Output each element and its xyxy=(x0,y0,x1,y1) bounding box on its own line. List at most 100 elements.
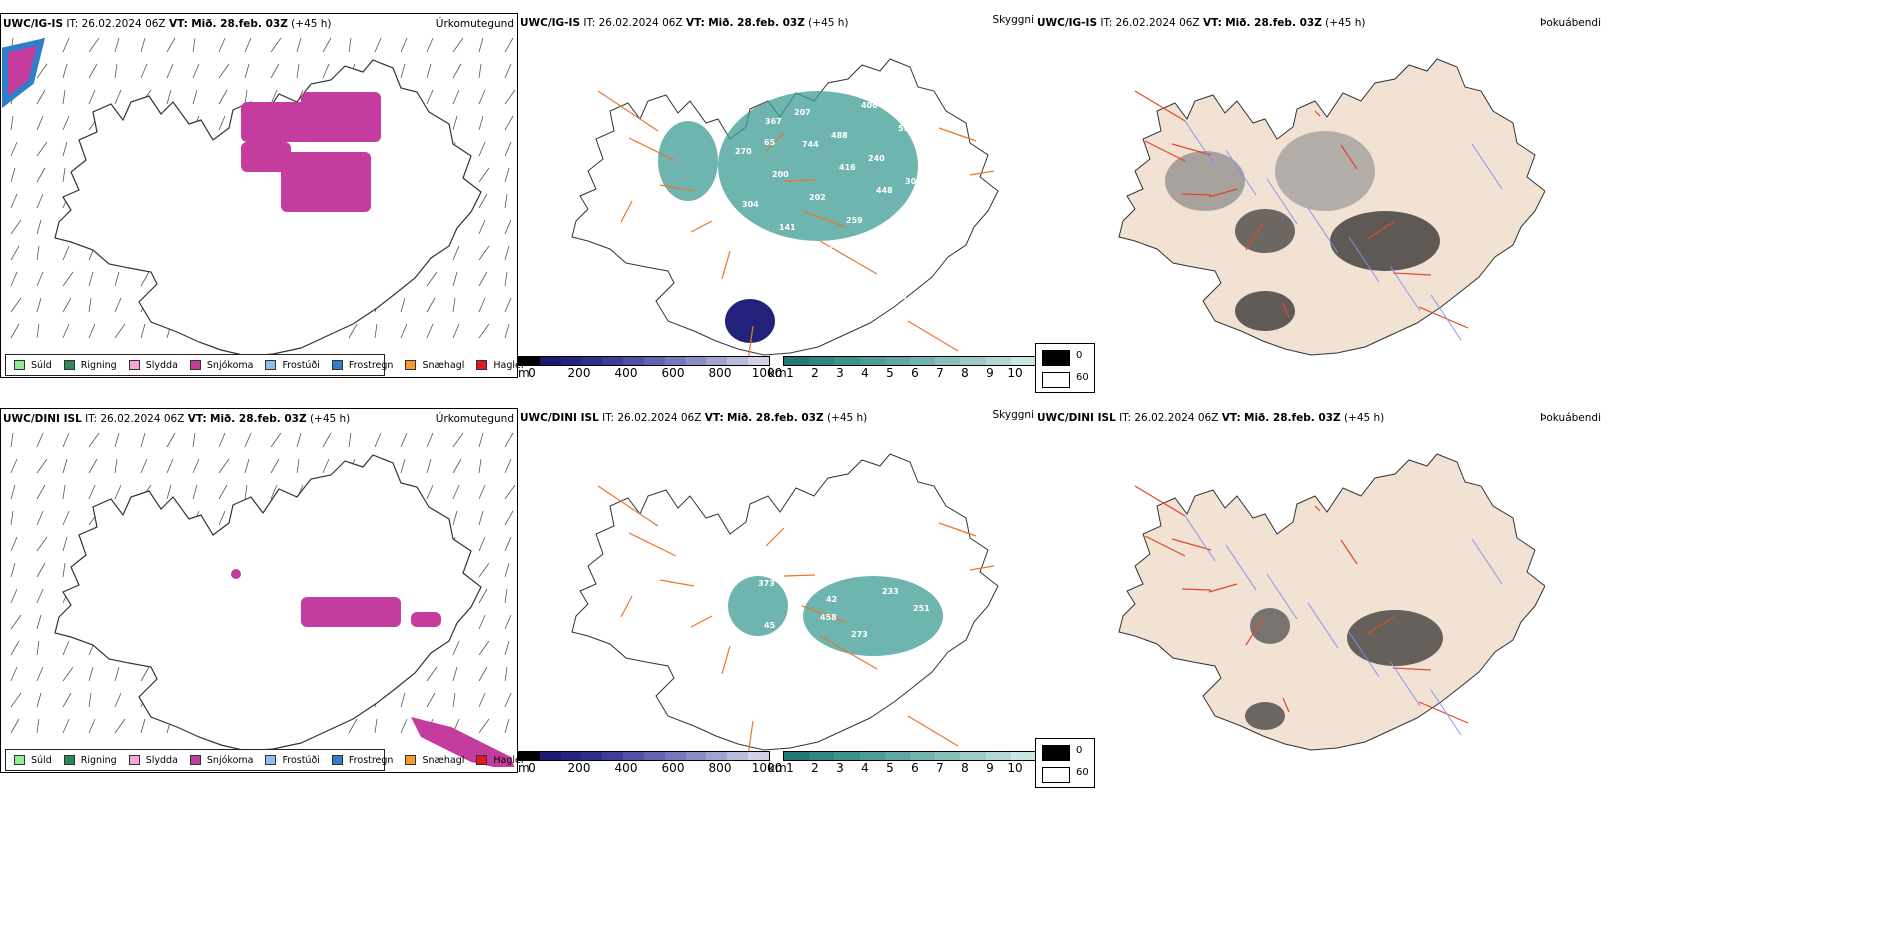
wind-barb xyxy=(452,692,456,708)
colorbar-cell xyxy=(581,752,603,760)
wind-barb xyxy=(478,167,490,183)
river xyxy=(1430,689,1462,736)
wind-barb xyxy=(504,458,512,474)
visibility-tick: 5 xyxy=(886,761,894,775)
wind-barb xyxy=(114,484,122,500)
wind-barb xyxy=(192,37,196,53)
road xyxy=(1208,188,1238,198)
wind-barb xyxy=(478,692,486,708)
lead-time: (+45 h) xyxy=(1343,412,1385,424)
wind-barb xyxy=(478,271,488,287)
legend-item: Haglél xyxy=(476,755,524,766)
cloud-base-label: 304 xyxy=(742,200,759,209)
visibility-tick: 7 xyxy=(936,366,944,380)
colorbar-cell xyxy=(834,752,860,760)
wind-barb xyxy=(504,718,510,734)
vt-label: VT: xyxy=(168,18,188,30)
vt-label: VT: xyxy=(1221,412,1241,424)
road xyxy=(628,137,677,162)
cloud-base-label: 373 xyxy=(758,579,775,588)
wind-barb xyxy=(504,297,512,313)
cloud-base-label: 65 xyxy=(764,138,776,147)
wind-barb xyxy=(114,271,120,287)
panel-title: UWC/DINI ISL IT: 26.02.2024 06Z VT: Mið.… xyxy=(3,413,350,425)
colorbar-cell xyxy=(519,357,540,365)
colorbar-cell xyxy=(519,752,540,760)
cloudbase-tick: 1000 xyxy=(751,761,783,775)
cloudbase-tick: 600 xyxy=(661,761,685,775)
variable-title: Þokuábendi xyxy=(1540,17,1601,29)
model-name: UWC/DINI ISL xyxy=(1037,412,1116,424)
road xyxy=(1418,701,1469,724)
colorbar-cell xyxy=(727,752,749,760)
wind-barb xyxy=(504,588,508,604)
legend-swatch xyxy=(189,360,201,370)
legend-item: Snjókoma xyxy=(189,360,253,371)
wind-barb xyxy=(244,432,252,448)
road xyxy=(1245,617,1264,646)
colorbar-cell xyxy=(643,752,665,760)
snow-area xyxy=(241,102,311,142)
fog-key: 0 60 xyxy=(1035,343,1095,393)
road xyxy=(747,325,754,361)
wind-barb xyxy=(478,37,484,53)
wind-barb xyxy=(452,640,460,656)
wind-barb xyxy=(114,297,122,313)
wind-barb xyxy=(478,718,490,734)
fog-map xyxy=(1118,58,1545,356)
cloudbase-tick: 600 xyxy=(661,366,685,380)
wind-barb xyxy=(166,89,172,105)
wind-barb xyxy=(10,718,20,734)
wind-barb xyxy=(10,297,22,313)
wind-barb xyxy=(452,432,464,448)
wind-barb xyxy=(62,245,70,261)
wind-barb xyxy=(36,245,40,261)
road xyxy=(1181,193,1212,196)
cloud-base-label: 204 xyxy=(883,239,900,248)
colorbar-cell xyxy=(784,357,810,365)
road xyxy=(1134,485,1186,517)
wind-barb xyxy=(400,323,408,339)
model-name: UWC/DINI ISL xyxy=(3,413,82,425)
it-label: IT: xyxy=(66,18,79,30)
vt-label: VT: xyxy=(685,17,705,29)
road xyxy=(659,579,695,587)
wind-barb xyxy=(36,458,48,474)
road xyxy=(1245,222,1264,251)
legend-swatch xyxy=(128,360,140,370)
river xyxy=(1266,178,1298,225)
wind-barb xyxy=(140,718,146,734)
snow-area xyxy=(411,612,441,627)
wind-barb xyxy=(478,484,486,500)
wind-barb xyxy=(10,245,20,261)
road xyxy=(1314,505,1321,512)
wind-barb xyxy=(478,63,482,79)
legend-label: Frostregn xyxy=(348,359,394,371)
wind-barb xyxy=(192,484,198,500)
wind-barb xyxy=(452,510,458,526)
precip-area-offshore xyxy=(1,38,46,109)
wind-barb xyxy=(10,432,14,448)
wind-barb xyxy=(10,614,22,630)
wind-barb xyxy=(88,37,100,53)
colorbar-cell xyxy=(884,357,911,365)
wind-barb xyxy=(426,323,434,339)
river xyxy=(1225,149,1257,196)
legend-swatch xyxy=(476,360,488,370)
wind-barb xyxy=(426,666,438,682)
wind-barb xyxy=(88,271,94,287)
wind-barb xyxy=(374,432,382,448)
colorbar-cell xyxy=(910,357,936,365)
road xyxy=(1314,110,1321,117)
wind-barb xyxy=(192,432,196,448)
colorbar-cell xyxy=(539,357,561,365)
cloud-base-label: 40 xyxy=(795,638,807,647)
wind-barb xyxy=(400,432,408,448)
it-label: IT: xyxy=(1119,412,1132,424)
legend-label: Slydda xyxy=(145,754,178,766)
wind-barb xyxy=(88,297,92,313)
road xyxy=(628,532,677,557)
wind-barb xyxy=(452,666,458,682)
variable-title: Þokuábendi xyxy=(1540,412,1601,424)
precip-legend: Súld Rigning Slydda Snjókoma Frostúði Frostre… xyxy=(5,749,524,771)
